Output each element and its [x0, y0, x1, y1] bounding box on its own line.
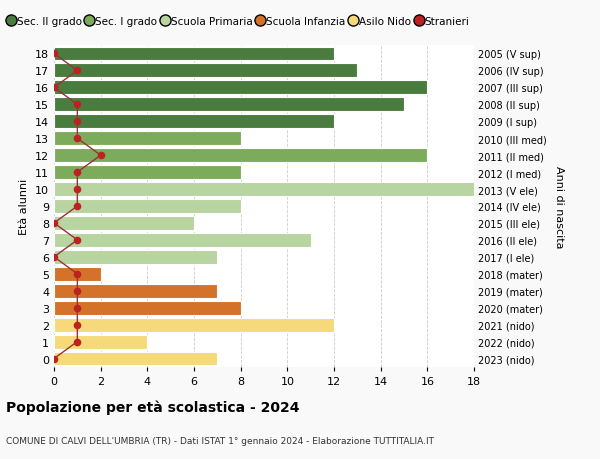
Point [73, 304, 82, 312]
Bar [54, 64, 358, 78]
Bar [54, 301, 241, 315]
Point [73, 338, 82, 346]
Point [73, 203, 82, 210]
Point [49, 50, 59, 58]
Point [73, 287, 82, 295]
Bar [54, 81, 427, 95]
Bar [54, 183, 474, 196]
Point [49, 254, 59, 261]
Y-axis label: Anni di nascita: Anni di nascita [554, 165, 563, 248]
Point [73, 67, 82, 75]
Bar [54, 267, 101, 281]
Bar [54, 200, 241, 213]
Point [73, 101, 82, 109]
Bar [54, 284, 217, 298]
Point [49, 355, 59, 363]
Bar [54, 335, 148, 349]
Point [73, 169, 82, 176]
Point [73, 321, 82, 329]
Bar [54, 98, 404, 112]
Bar [54, 149, 427, 163]
Point [96, 152, 106, 159]
Point [73, 270, 82, 278]
Bar [54, 115, 334, 129]
Text: COMUNE DI CALVI DELL'UMBRIA (TR) - Dati ISTAT 1° gennaio 2024 - Elaborazione TUT: COMUNE DI CALVI DELL'UMBRIA (TR) - Dati … [6, 436, 434, 445]
Point [49, 84, 59, 92]
Legend: Sec. II grado, Sec. I grado, Scuola Primaria, Scuola Infanzia, Asilo Nido, Stran: Sec. II grado, Sec. I grado, Scuola Prim… [4, 12, 473, 31]
Bar [54, 234, 311, 247]
Point [73, 118, 82, 126]
Point [49, 220, 59, 227]
Bar [54, 318, 334, 332]
Point [73, 186, 82, 193]
Bar [54, 250, 217, 264]
Y-axis label: Età alunni: Età alunni [19, 179, 29, 235]
Point [73, 135, 82, 143]
Bar [54, 217, 194, 230]
Bar [54, 166, 241, 179]
Bar [54, 352, 217, 366]
Bar [54, 47, 334, 62]
Point [73, 237, 82, 244]
Bar [54, 132, 241, 146]
Text: Popolazione per età scolastica - 2024: Popolazione per età scolastica - 2024 [6, 399, 299, 414]
